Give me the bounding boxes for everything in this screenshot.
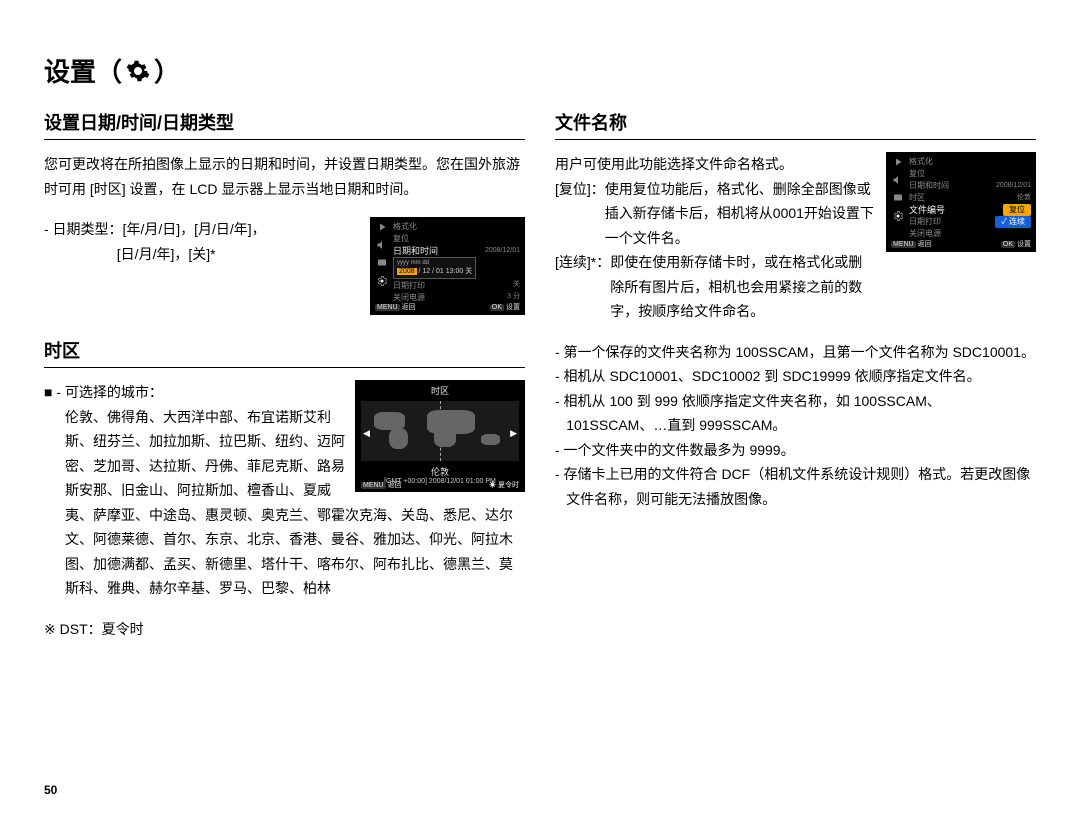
note5: - 存储卡上已用的文件符合 DCF（相机文件系统设计规则）格式。若更改图像文件名… [555, 462, 1036, 511]
note4: - 一个文件夹中的文件数最多为 9999。 [555, 438, 1036, 463]
right-column: 文件名称 格式化 复位 日期和时间2008/12/01 时区伦敦 文件编号 [555, 107, 1036, 641]
term-continuous: [连续]*： 即使在使用新存储卡时，或在格式化或删除所有图片后，相机也会用紧接之… [555, 250, 876, 324]
page-number: 50 [44, 783, 57, 797]
reset-label: [复位]： [555, 177, 605, 251]
title-prefix: 设置（ [44, 52, 122, 89]
dst-note: ※ DST：夏令时 [44, 617, 525, 642]
world-map: ◀ ▶ [361, 401, 519, 461]
lcd-date-input: yyyy mm dd 2008 / 12 / 01 13:00 关 [393, 257, 476, 279]
option-continuous: ✓ 连续 [995, 216, 1031, 227]
play-icon [892, 156, 904, 168]
date-type-block: - 日期类型：[年/月/日]，[月/日/年]， [日/月/年]，[关]* [44, 217, 358, 266]
lcd-filename-preview: 格式化 复位 日期和时间2008/12/01 时区伦敦 文件编号 复位 日期打印… [886, 152, 1036, 252]
date-type-line1: - 日期类型：[年/月/日]，[月/日/年]， [44, 217, 358, 242]
note2: - 相机从 SDC10001、SDC10002 到 SDC19999 依顺序指定… [555, 364, 1036, 389]
gear-icon [376, 275, 388, 287]
note3: - 相机从 100 到 999 依顺序指定文件夹名称，如 100SSCAM、10… [555, 389, 1036, 438]
sound-icon [376, 239, 388, 251]
sound-icon [892, 174, 904, 186]
term-reset: [复位]： 使用复位功能后，格式化、删除全部图像或插入新存储卡后，相机将从000… [555, 177, 876, 251]
heading-date-time: 设置日期/时间/日期类型 [44, 109, 525, 140]
left-column: 设置日期/时间/日期类型 您可更改将在所拍图像上显示的日期和时间，并设置日期类型… [44, 107, 525, 641]
option-reset: 复位 [1003, 204, 1031, 215]
para-date-intro: 您可更改将在所拍图像上显示的日期和时间，并设置日期类型。您在国外旅游时可用 [时… [44, 152, 525, 201]
date-type-line2: [日/月/年]，[关]* [44, 242, 358, 267]
display-icon [892, 192, 904, 204]
note1: - 第一个保存的文件夹名称为 100SSCAM，且第一个文件名称为 SDC100… [555, 340, 1036, 365]
display-icon [376, 257, 388, 269]
play-icon [376, 221, 388, 233]
lcd-timezone-preview: 时区 ◀ ▶ 伦敦 [GMT +00:00] 2008/12/01 01:00 … [355, 380, 525, 492]
title-suffix: ） [154, 52, 180, 89]
cont-label: [连续]*： [555, 250, 610, 324]
heading-timezone: 时区 [44, 337, 525, 368]
cont-body: 即使在使用新存储卡时，或在格式化或删除所有图片后，相机也会用紧接之前的数字，按顺… [610, 250, 876, 324]
reset-body: 使用复位功能后，格式化、删除全部图像或插入新存储卡后，相机将从0001开始设置下… [605, 177, 876, 251]
gear-icon [892, 210, 904, 222]
heading-filename: 文件名称 [555, 109, 1036, 140]
gear-icon [124, 57, 152, 85]
lcd-datetime-preview: 格式化 复位 日期和时间2008/12/01 yyyy mm dd 2008 /… [370, 217, 525, 315]
page-title: 设置（ ） [44, 52, 1036, 89]
filename-notes: - 第一个保存的文件夹名称为 100SSCAM，且第一个文件名称为 SDC100… [555, 340, 1036, 512]
